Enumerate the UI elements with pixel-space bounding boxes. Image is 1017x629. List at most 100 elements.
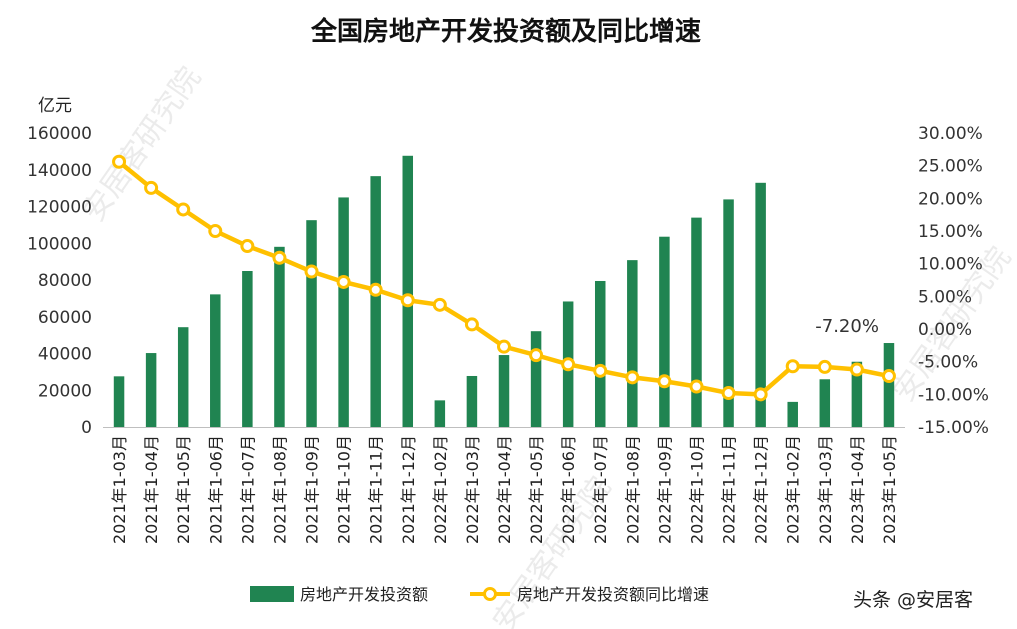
x-axis-tick-label: 2022年1-03月 <box>463 435 482 544</box>
chart-title: 全国房地产开发投资额及同比增速 <box>310 16 701 47</box>
legend-line-marker <box>483 587 497 601</box>
bar <box>402 155 414 428</box>
line-point <box>785 359 800 374</box>
bar <box>851 361 863 427</box>
bar <box>177 327 189 427</box>
bar-series <box>113 155 895 428</box>
line-point <box>208 224 223 238</box>
right-axis-tick-label: 30.00% <box>918 124 983 144</box>
data-label: -7.20% <box>815 316 879 337</box>
line-point <box>625 370 640 385</box>
x-axis-tick-label: 2022年1-05月 <box>527 435 546 544</box>
line-point <box>593 363 608 378</box>
x-axis-tick-label: 2021年1-06月 <box>206 435 225 544</box>
x-axis-tick-label: 2023年1-02月 <box>784 435 803 544</box>
source-credit: 头条 @安居客 <box>853 589 973 611</box>
bar <box>338 197 349 427</box>
right-axis-tick-label: 5.00% <box>918 287 972 307</box>
line-point <box>849 362 864 377</box>
x-axis-tick-label: 2022年1-07月 <box>591 435 610 544</box>
line-point <box>176 202 191 217</box>
legend-bar-label: 房地产开发投资额 <box>300 585 428 604</box>
x-axis-tick-label: 2023年1-03月 <box>816 435 835 544</box>
x-axis-tick-label: 2022年1-10月 <box>687 435 706 544</box>
x-axis-ticks: 2021年1-03月 2021年1-04月 2021年1-05月 2021年1-06月… <box>110 435 899 544</box>
left-y-axis: 0 20000 40000 60000 80000 100000 120000 140000 1… <box>27 124 92 438</box>
watermark-text: 安居客研究院 <box>76 61 208 229</box>
bar <box>723 199 734 427</box>
bar <box>627 260 638 427</box>
line-point <box>368 282 383 297</box>
bar <box>210 294 221 427</box>
legend: 房地产开发投资额 房地产开发投资额同比增速 <box>250 585 709 604</box>
x-axis-tick-label: 2021年1-07月 <box>238 435 257 544</box>
bar <box>530 331 542 427</box>
line-point <box>336 274 351 289</box>
bar <box>594 280 606 427</box>
line-point <box>881 369 896 384</box>
y-axis-unit-label: 亿元 <box>38 96 72 116</box>
left-axis-tick-label: 20000 <box>38 381 92 401</box>
x-axis-tick-label: 2022年1-02月 <box>431 435 450 544</box>
line-point <box>817 359 832 374</box>
left-axis-tick-label: 160000 <box>27 124 92 144</box>
bar <box>274 246 285 427</box>
line-point <box>464 317 479 332</box>
line-point <box>272 250 287 265</box>
left-axis-tick-label: 80000 <box>38 271 92 291</box>
line-point <box>753 387 768 402</box>
line-point <box>400 293 415 308</box>
right-axis-tick-label: 25.00% <box>918 157 983 177</box>
bar <box>306 220 317 427</box>
right-axis-tick-label: 20.00% <box>918 189 983 209</box>
line-point <box>432 297 447 312</box>
bar <box>242 271 253 427</box>
x-axis-tick-label: 2021年1-10月 <box>335 435 354 544</box>
line-point <box>240 239 255 254</box>
bar <box>755 182 766 427</box>
bar <box>434 400 446 427</box>
x-axis-tick-label: 2022年1-08月 <box>623 435 642 544</box>
x-axis-tick-label: 2021年1-05月 <box>174 435 193 544</box>
bar <box>787 401 798 427</box>
x-axis-tick-label: 2022年1-09月 <box>655 435 674 544</box>
x-axis-tick-label: 2021年1-11月 <box>367 435 386 544</box>
right-axis-tick-label: 10.00% <box>918 255 983 275</box>
bar <box>498 355 510 427</box>
x-axis-tick-label: 2022年1-06月 <box>559 435 578 544</box>
right-axis-tick-label: 15.00% <box>918 222 983 242</box>
x-axis-tick-label: 2021年1-03月 <box>110 435 129 544</box>
x-axis-tick-label: 2023年1-05月 <box>880 435 899 544</box>
x-axis-tick-label: 2021年1-09月 <box>303 435 322 544</box>
left-axis-tick-label: 100000 <box>27 234 92 254</box>
line-point <box>561 357 576 372</box>
x-axis-tick-label: 2023年1-04月 <box>848 435 867 544</box>
right-axis-tick-label: -15.00% <box>918 418 989 438</box>
legend-line-label: 房地产开发投资额同比增速 <box>517 585 709 604</box>
bar <box>883 343 895 427</box>
legend-bar-swatch <box>250 586 294 602</box>
left-axis-tick-label: 0 <box>81 418 92 438</box>
bar <box>466 375 478 427</box>
annotations: -7.20% <box>815 316 879 337</box>
left-axis-tick-label: 120000 <box>27 198 92 218</box>
line-point <box>497 339 511 354</box>
bar <box>145 353 157 427</box>
x-axis-tick-label: 2022年1-11月 <box>720 435 739 544</box>
bar <box>113 376 125 427</box>
line-point <box>689 379 704 394</box>
x-axis-tick-label: 2021年1-12月 <box>399 435 418 544</box>
x-axis-tick-label: 2021年1-04月 <box>142 435 161 544</box>
line-point <box>112 154 127 169</box>
x-axis-tick-label: 2021年1-08月 <box>270 435 289 544</box>
bar <box>370 176 381 427</box>
left-axis-tick-label: 40000 <box>38 345 92 365</box>
bar <box>691 217 702 427</box>
bar <box>659 236 670 427</box>
line-point <box>304 264 319 279</box>
line-point <box>144 180 159 195</box>
line-point <box>529 348 544 363</box>
bar <box>819 379 831 427</box>
line-point <box>721 386 736 401</box>
